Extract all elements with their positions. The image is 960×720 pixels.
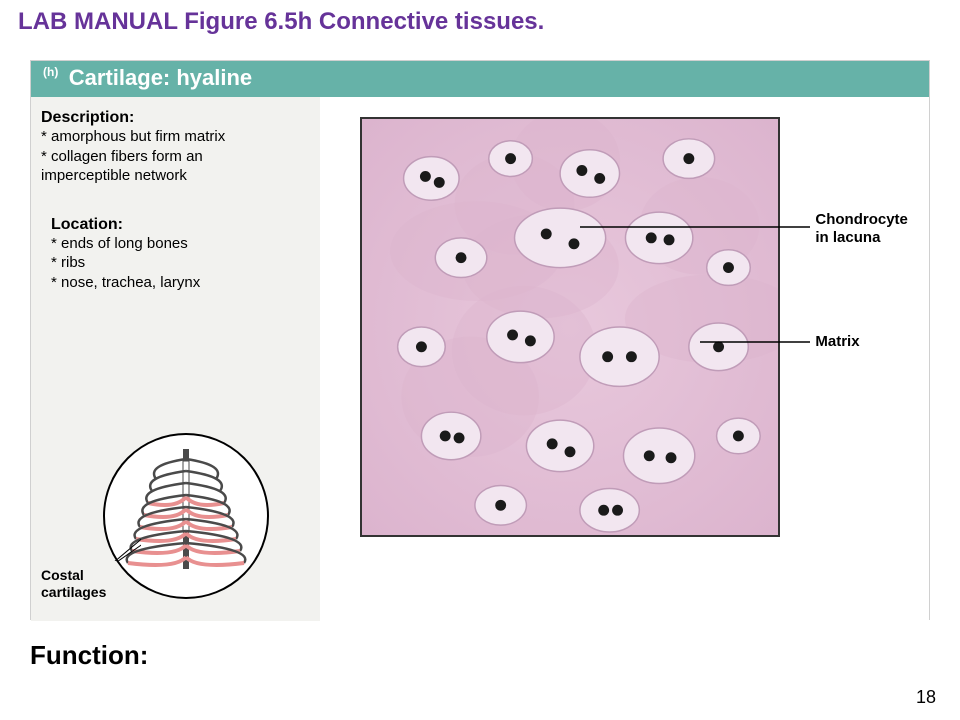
description-heading: Description: (41, 109, 310, 127)
location-line: * ribs (51, 253, 310, 273)
location-heading: Location: (51, 216, 310, 234)
description-line: imperceptible network (41, 166, 310, 186)
costal-cartilages-label: Costalcartilages (41, 567, 106, 601)
description-column: Description: * amorphous but firm matrix… (31, 97, 320, 621)
header-letter: (h) (43, 65, 58, 79)
micrograph-column: Chondrocytein lacuna Matrix (320, 97, 929, 621)
chondrocyte-label: Chondrocytein lacuna (815, 211, 908, 247)
matrix-label: Matrix (815, 333, 859, 351)
matrix-leader-line (700, 337, 810, 347)
page-number: 18 (916, 687, 936, 708)
micrograph-image (360, 117, 780, 537)
description-line: * collagen fibers form an (41, 147, 310, 167)
location-line: * ends of long bones (51, 234, 310, 254)
tissue-table: (h) Cartilage: hyaline Description: * am… (30, 60, 930, 620)
page-title: LAB MANUAL Figure 6.5h Connective tissue… (18, 8, 544, 36)
table-header: (h) Cartilage: hyaline (31, 61, 929, 97)
chondrocyte-leader-line (580, 217, 810, 237)
header-title: Cartilage: hyaline (69, 65, 252, 91)
location-line: * nose, trachea, larynx (51, 273, 310, 293)
ribcage-diagram (101, 431, 271, 601)
description-line: * amorphous but firm matrix (41, 127, 310, 147)
ribcage-icon (101, 431, 271, 601)
function-heading: Function: (30, 640, 148, 671)
